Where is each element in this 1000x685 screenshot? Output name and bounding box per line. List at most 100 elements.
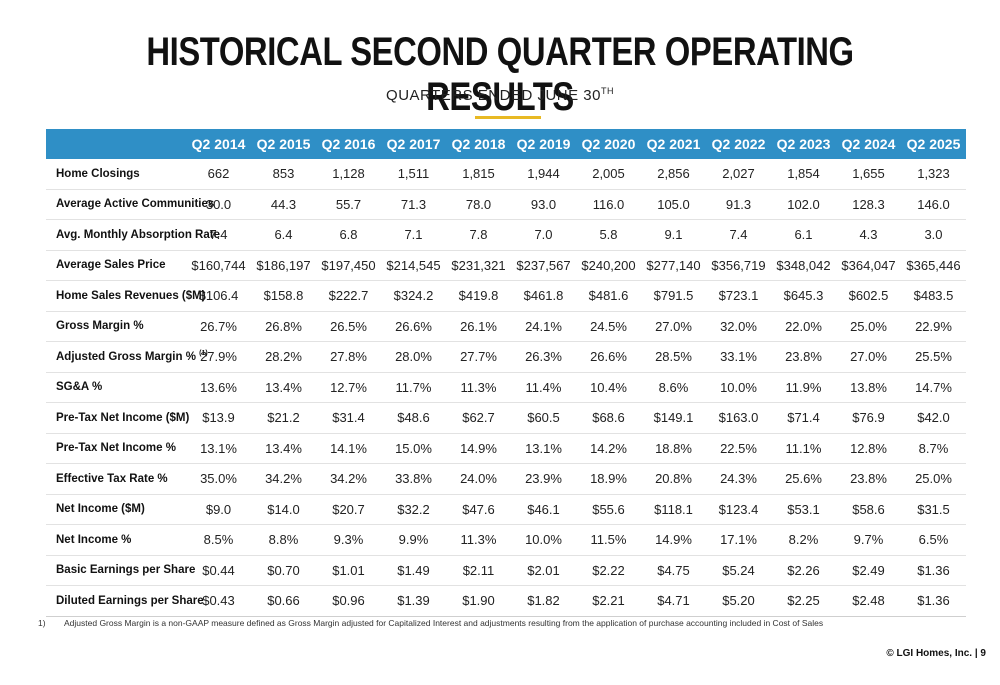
- table-cell: 105.0: [641, 189, 706, 220]
- table-cell: 7.0: [511, 219, 576, 251]
- table-cell: 11.3%: [446, 524, 511, 556]
- table-cell: 6.4: [251, 219, 316, 251]
- table-cell: 9.3%: [316, 524, 381, 556]
- table-row: Average Sales Price $160,744 $186,197 $197,…: [46, 250, 966, 281]
- table-cell: 22.9%: [901, 311, 966, 342]
- table-cell: $214,545: [381, 250, 446, 281]
- table-cell: 10.0%: [511, 524, 576, 556]
- row-label-text: Pre-Tax Net Income ($M): [56, 411, 190, 424]
- table-cell: $53.1: [771, 494, 836, 525]
- table-row: Home Sales Revenues ($M) $106.4 $158.8 $222…: [46, 280, 966, 312]
- table-cell: $277,140: [641, 250, 706, 281]
- row-label: Pre-Tax Net Income ($M): [46, 402, 190, 434]
- table-cell: $5.24: [706, 555, 771, 586]
- table-cell: $20.7: [316, 494, 381, 525]
- subtitle-text: QUARTERS ENDED JUNE 30: [386, 87, 601, 104]
- table-cell: $0.43: [186, 585, 251, 617]
- table-cell: 34.2%: [251, 463, 316, 495]
- table-cell: 6.5%: [901, 524, 966, 556]
- table-cell: 102.0: [771, 189, 836, 220]
- table-cell: 20.8%: [641, 463, 706, 495]
- table-cell: 26.1%: [446, 311, 511, 342]
- table-row: Gross Margin % 26.7% 26.8% 26.5% 26.6% 26.1% 2…: [46, 311, 966, 342]
- table-cell: 10.0%: [706, 372, 771, 403]
- table-cell: 2,005: [576, 159, 641, 190]
- table-cell: $1.39: [381, 585, 446, 617]
- column-header: Q2 2022: [706, 129, 771, 159]
- table-cell: $240,200: [576, 250, 641, 281]
- table-cell: 11.4%: [511, 372, 576, 403]
- table-cell: $237,567: [511, 250, 576, 281]
- column-header: Q2 2018: [446, 129, 511, 159]
- table-cell: 28.5%: [641, 341, 706, 373]
- table-cell: 14.7%: [901, 372, 966, 403]
- table-cell: $723.1: [706, 280, 771, 312]
- table-cell: $2.22: [576, 555, 641, 586]
- table-cell: 14.2%: [576, 433, 641, 464]
- row-label: Gross Margin %: [46, 311, 186, 342]
- table-cell: $1.49: [381, 555, 446, 586]
- row-label-text: Effective Tax Rate %: [56, 472, 168, 485]
- table-cell: $186,197: [251, 250, 316, 281]
- subtitle-superscript: TH: [600, 86, 614, 96]
- table-cell: 23.9%: [511, 463, 576, 495]
- table-cell: 8.7%: [901, 433, 966, 464]
- table-cell: 14.1%: [316, 433, 381, 464]
- table-cell: 8.8%: [251, 524, 316, 556]
- table-cell: $76.9: [836, 402, 901, 434]
- row-label: Avg. Monthly Absorption Rate: [46, 219, 220, 251]
- table-cell: 853: [251, 159, 316, 190]
- table-cell: 55.7: [316, 189, 381, 220]
- row-label: Pre-Tax Net Income %: [46, 433, 186, 464]
- table-cell: $602.5: [836, 280, 901, 312]
- table-cell: 93.0: [511, 189, 576, 220]
- row-label-text: Pre-Tax Net Income %: [56, 442, 176, 455]
- table-cell: $46.1: [511, 494, 576, 525]
- table-row: Net Income % 8.5% 8.8% 9.3% 9.9% 11.3% 10.0% 11…: [46, 524, 966, 556]
- table-cell: 1,511: [381, 159, 446, 190]
- table-cell: 1,944: [511, 159, 576, 190]
- table-cell: 11.1%: [771, 433, 836, 464]
- table-row: Net Income ($M) $9.0 $14.0 $20.7 $32.2 $47.6 $…: [46, 494, 966, 525]
- table-cell: $1.90: [446, 585, 511, 617]
- footnote: 1) Adjusted Gross Margin is a non-GAAP me…: [38, 618, 823, 628]
- table-cell: 13.4%: [251, 372, 316, 403]
- row-label: Effective Tax Rate %: [46, 463, 186, 495]
- table-cell: 32.0%: [706, 311, 771, 342]
- table-cell: $4.71: [641, 585, 706, 617]
- column-header: Q2 2021: [641, 129, 706, 159]
- table-cell: 13.1%: [186, 433, 251, 464]
- table-cell: $21.2: [251, 402, 316, 434]
- table-cell: $1.36: [901, 555, 966, 586]
- table-cell: $55.6: [576, 494, 641, 525]
- table-cell: 28.2%: [251, 341, 316, 373]
- table-cell: $0.44: [186, 555, 251, 586]
- table-body: Home Closings 662 853 1,128 1,511 1,815 1,944 2…: [46, 159, 966, 617]
- table-cell: $163.0: [706, 402, 771, 434]
- row-label-text: Net Income ($M): [56, 503, 145, 516]
- table-cell: 33.1%: [706, 341, 771, 373]
- table-cell: $231,321: [446, 250, 511, 281]
- table-cell: $791.5: [641, 280, 706, 312]
- row-label-text: Avg. Monthly Absorption Rate: [56, 228, 220, 241]
- table-cell: $106.4: [186, 280, 251, 312]
- page-subtitle: QUARTERS ENDED JUNE 30TH: [0, 86, 1000, 104]
- header-corner: [46, 129, 186, 159]
- results-table: Q2 2014 Q2 2015 Q2 2016 Q2 2017 Q2 2018 Q2 20…: [46, 129, 966, 617]
- table-cell: 78.0: [446, 189, 511, 220]
- table-cell: $71.4: [771, 402, 836, 434]
- table-cell: $31.5: [901, 494, 966, 525]
- column-header: Q2 2015: [251, 129, 316, 159]
- table-cell: $222.7: [316, 280, 381, 312]
- table-cell: 91.3: [706, 189, 771, 220]
- table-row: SG&A % 13.6% 13.4% 12.7% 11.7% 11.3% 11.4% 10.4…: [46, 372, 966, 403]
- column-header: Q2 2020: [576, 129, 641, 159]
- row-label-text: Home Sales Revenues ($M): [56, 289, 206, 302]
- table-cell: $364,047: [836, 250, 901, 281]
- table-cell: $13.9: [186, 402, 251, 434]
- table-cell: 26.3%: [511, 341, 576, 373]
- table-cell: 4.3: [836, 219, 901, 251]
- table-cell: 35.0%: [186, 463, 251, 495]
- table-cell: 3.0: [901, 219, 966, 251]
- row-label: SG&A %: [46, 372, 186, 403]
